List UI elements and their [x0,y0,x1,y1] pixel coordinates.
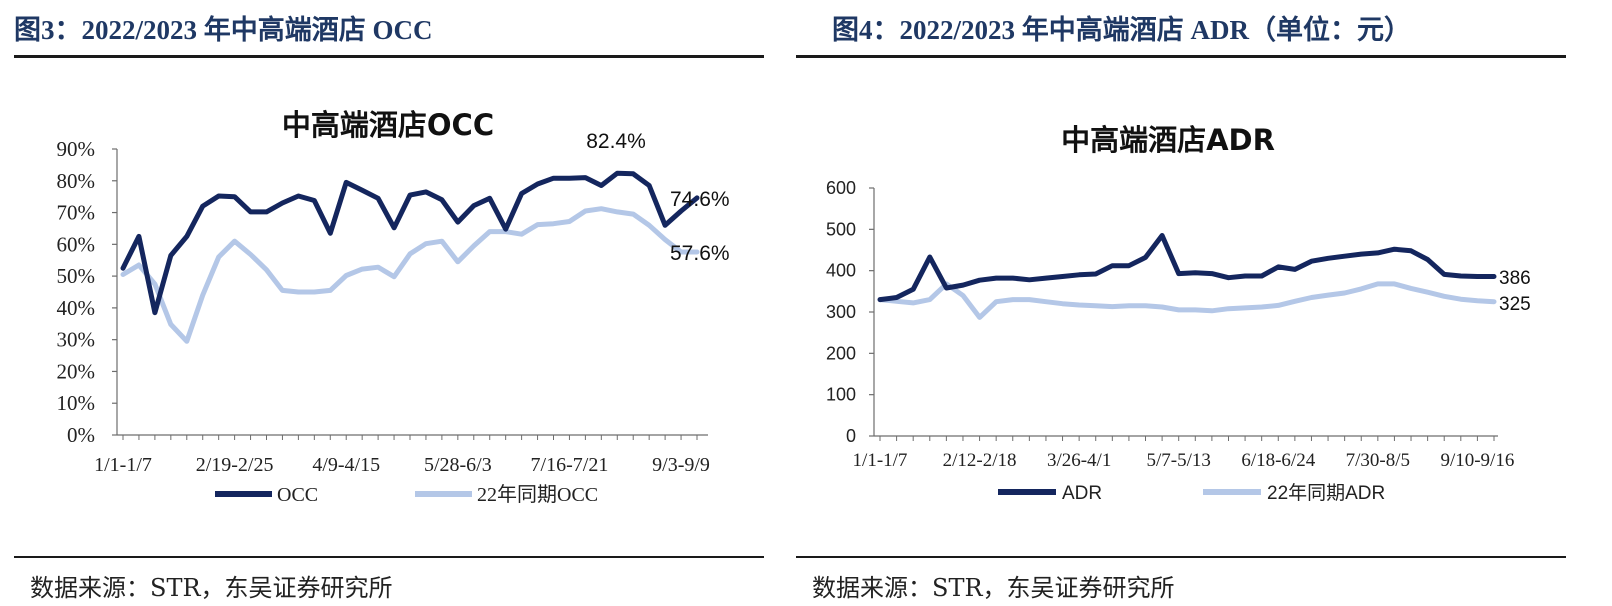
chart-legend: ADR 22年同期ADR [998,482,1385,504]
legend-label-occ: OCC [277,484,318,506]
y-tick-label: 80% [57,169,96,193]
x-tick-label: 1/1-1/7 [853,450,908,471]
x-tick-label: 7/30-8/5 [1346,450,1410,471]
y-tick-label: 200 [826,343,856,363]
title-rule [796,55,1566,58]
data-label-adr-2022-last: 325 [1499,294,1531,315]
chart-title: 中高端酒店ADR [1061,123,1275,157]
x-tick-label: 9/10-9/16 [1440,450,1514,471]
y-tick-label: 60% [57,232,96,256]
source-note: 数据来源：STR，东吴证券研究所 [812,574,1175,602]
x-tick-label: 5/28-6/3 [424,454,492,476]
data-label-occ-2022-last: 57.6% [670,242,730,265]
y-tick-label: 10% [57,391,96,415]
data-label-max: 82.4% [586,130,646,153]
chart-legend: OCC 22年同期OCC [215,483,598,506]
series-line-2022 [120,206,700,344]
y-tick-label: 90% [57,137,96,161]
legend-label-occ-2022: 22年同期OCC [477,483,598,506]
source-note: 数据来源：STR，东吴证券研究所 [30,574,393,602]
series-line-2022 [877,281,1497,320]
x-tick-label: 4/9-4/15 [312,454,380,476]
y-tick-label: 50% [57,264,96,288]
figure-title: 图4：2022/2023 年中高端酒店 ADR（单位：元） [832,15,1411,45]
y-tick-label: 600 [826,178,856,198]
y-tick-label: 400 [826,261,856,281]
x-tick-label: 2/12-2/18 [943,450,1017,471]
x-tick-label: 3/26-4/1 [1047,450,1111,471]
legend-label-adr: ADR [1062,483,1102,504]
x-tick-label: 5/7-5/13 [1147,450,1211,471]
adr-line-chart: 中高端酒店ADR 0 100 200 300 400 500 600 1/1-1/7 2/12-… [826,123,1531,504]
y-tick-label: 40% [57,296,96,320]
legend-label-adr-2022: 22年同期ADR [1267,482,1385,504]
adr-figure-panel: 图4：2022/2023 年中高端酒店 ADR（单位：元） 中高端酒店ADR 0… [796,0,1612,606]
y-tick-label: 0 [846,426,856,446]
data-label-adr-last: 386 [1499,268,1531,289]
y-tick-label: 0% [67,423,95,447]
y-tick-label: 30% [57,328,96,352]
title-rule [14,55,764,58]
series-line-2023 [877,233,1497,303]
y-tick-label: 500 [826,219,856,239]
y-tick-label: 20% [57,359,96,383]
occ-line-chart: 中高端酒店OCC 0% 10% 20% 30% 40% 50% 60% 70% 80% 90% 1/… [57,108,730,506]
source-rule [796,556,1566,558]
y-tick-label: 300 [826,302,856,322]
x-tick-label: 7/16-7/21 [531,454,609,476]
y-tick-label: 100 [826,385,856,405]
figure-title: 图3：2022/2023 年中高端酒店 OCC [14,15,433,45]
series-line-2023 [120,170,700,316]
source-rule [14,556,764,558]
chart-series [120,170,700,344]
data-label-occ-last: 74.6% [670,188,730,211]
chart-title: 中高端酒店OCC [282,108,494,142]
x-tick-label: 6/18-6/24 [1241,450,1315,471]
occ-figure-panel: 图3：2022/2023 年中高端酒店 OCC 中高端酒店OCC 0% 10% 20… [0,0,790,606]
x-tick-label: 2/19-2/25 [196,454,274,476]
chart-axes: 0% 10% 20% 30% 40% 50% 60% 70% 80% 90% 1/1-1/7 2/19… [57,137,710,476]
y-tick-label: 70% [57,201,96,225]
x-tick-label: 1/1-1/7 [94,454,152,476]
chart-axes: 0 100 200 300 400 500 600 1/1-1/7 2/12-2/18 3/26-… [826,178,1514,471]
chart-series [877,233,1497,320]
x-tick-label: 9/3-9/9 [652,454,710,476]
